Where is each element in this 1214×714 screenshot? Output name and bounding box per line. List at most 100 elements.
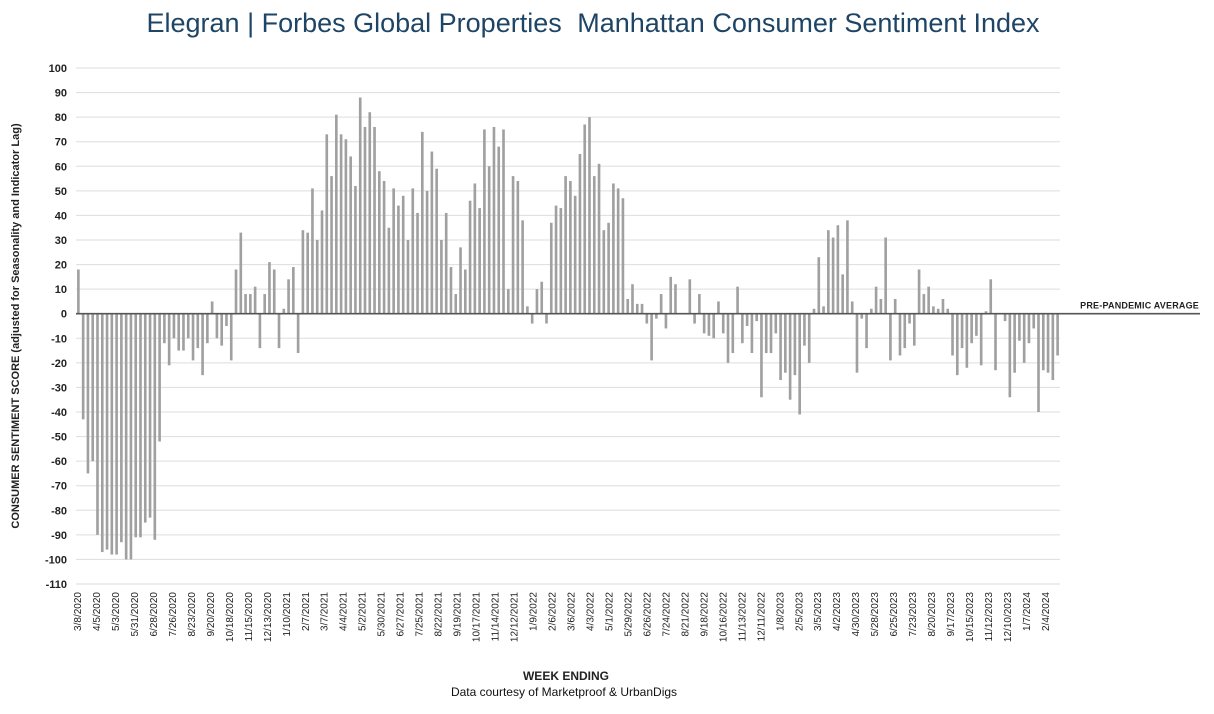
- y-tick-label: -110: [46, 579, 67, 591]
- bar: [158, 313, 161, 442]
- bar: [382, 181, 386, 314]
- bar: [96, 313, 99, 535]
- bar: [301, 230, 305, 314]
- bar: [1003, 313, 1007, 322]
- bar: [182, 313, 185, 351]
- x-tick-label: 4/5/2020: [92, 592, 103, 631]
- x-tick-label: 8/20/2023: [927, 592, 938, 637]
- bar: [124, 313, 128, 560]
- bar: [774, 313, 778, 334]
- bar: [77, 269, 80, 314]
- bar: [760, 313, 763, 398]
- x-tick-label: 2/5/2023: [794, 592, 805, 631]
- chart-title-bold: Elegran | Forbes Global Properties: [147, 8, 562, 38]
- x-axis-ticks: 3/8/2020 4/5/2020 5/3/2020 5/31/2020 6/28/20…: [73, 592, 1052, 642]
- x-tick-label: 9/17/2023: [946, 592, 957, 637]
- y-tick-label: -50: [51, 432, 67, 444]
- bar: [764, 313, 768, 354]
- x-tick-label: 12/13/2020: [263, 592, 274, 642]
- bar: [234, 269, 238, 314]
- bar: [397, 205, 400, 314]
- bar: [100, 313, 104, 553]
- bar: [831, 237, 835, 314]
- bar: [1027, 313, 1031, 344]
- y-tick-label: 70: [55, 137, 67, 149]
- bar: [640, 303, 644, 314]
- bar: [172, 313, 176, 339]
- x-tick-label: 12/12/2021: [510, 592, 521, 642]
- x-tick-label: 7/26/2020: [168, 592, 179, 637]
- bar: [191, 313, 195, 361]
- bar: [368, 112, 372, 314]
- bar: [554, 205, 558, 314]
- bar: [664, 313, 668, 329]
- bar: [927, 286, 930, 314]
- bar: [511, 176, 515, 314]
- x-tick-label: 5/31/2020: [130, 592, 141, 637]
- y-tick-label: -30: [51, 382, 67, 394]
- bar: [229, 313, 233, 361]
- bar: [315, 240, 319, 314]
- bar: [669, 276, 673, 314]
- bar: [674, 284, 677, 314]
- bar: [306, 232, 309, 314]
- bar: [268, 262, 271, 314]
- x-tick-label: 3/7/2021: [320, 592, 331, 631]
- y-tick-label: -20: [51, 358, 67, 370]
- x-tick-label: 4/4/2021: [339, 592, 350, 631]
- bar: [612, 183, 615, 314]
- bar: [406, 240, 410, 314]
- bar: [559, 208, 563, 314]
- bar: [225, 313, 228, 326]
- bar: [645, 313, 649, 324]
- bar: [951, 313, 954, 356]
- bar: [143, 313, 147, 523]
- bar: [793, 313, 797, 376]
- bar: [311, 188, 314, 314]
- bar: [1041, 313, 1045, 371]
- bar: [487, 166, 491, 314]
- bar: [803, 313, 806, 346]
- bar: [148, 313, 152, 518]
- bar: [378, 171, 381, 314]
- x-tick-label: 1/10/2021: [282, 592, 293, 637]
- bar: [325, 134, 329, 314]
- x-tick-label: 10/17/2021: [472, 592, 483, 642]
- bar: [206, 313, 209, 344]
- x-tick-label: 3/5/2023: [813, 592, 824, 631]
- x-tick-label: 6/28/2020: [149, 592, 160, 637]
- bar: [492, 126, 496, 314]
- bar: [822, 306, 825, 314]
- y-tick-label: -90: [51, 530, 67, 542]
- bar: [215, 313, 219, 339]
- x-tick-label: 5/30/2021: [377, 592, 388, 637]
- bar: [841, 274, 844, 314]
- bar: [707, 313, 711, 336]
- bar: [277, 313, 281, 349]
- bar: [497, 146, 501, 314]
- bar: [1013, 313, 1016, 373]
- bar: [884, 237, 887, 314]
- bar: [631, 284, 634, 314]
- bar: [874, 286, 878, 314]
- bar: [392, 188, 395, 314]
- x-tick-label: 5/29/2022: [623, 592, 634, 637]
- bar: [134, 313, 138, 538]
- bar: [253, 286, 257, 314]
- bar: [712, 313, 716, 339]
- bar: [463, 269, 467, 314]
- bar: [86, 313, 90, 474]
- x-tick-label: 5/3/2020: [111, 592, 122, 631]
- bar: [693, 313, 696, 324]
- bar: [865, 313, 868, 349]
- bar: [401, 195, 405, 314]
- bar: [731, 313, 735, 354]
- bar: [430, 151, 434, 314]
- bar: [177, 313, 181, 351]
- bar: [846, 220, 849, 314]
- bar: [282, 308, 286, 314]
- bar: [540, 281, 544, 314]
- bar: [110, 313, 114, 555]
- x-tick-label: 10/18/2020: [225, 592, 236, 642]
- y-tick-label: 80: [55, 112, 67, 124]
